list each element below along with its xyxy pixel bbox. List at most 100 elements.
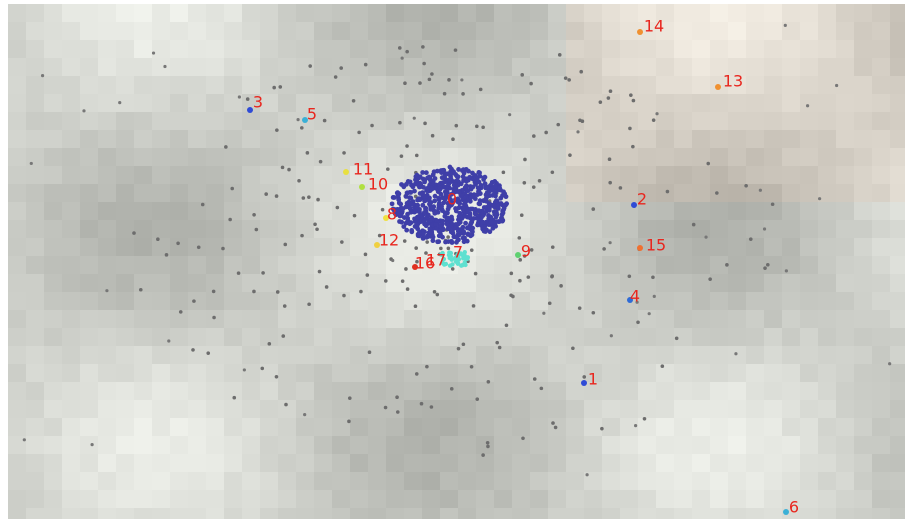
bg-tile [494, 400, 512, 418]
bg-tile [638, 76, 656, 94]
noise-point [519, 213, 524, 218]
cluster-point [463, 220, 468, 226]
bg-tile [80, 328, 98, 346]
bg-tile [26, 256, 44, 274]
bg-tile [296, 454, 314, 472]
bg-tile [728, 346, 746, 364]
bg-tile [26, 400, 44, 418]
bg-tile [674, 346, 692, 364]
cluster-point [475, 222, 480, 228]
bg-tile [98, 310, 116, 328]
bg-tile [170, 148, 188, 166]
bg-tile [8, 130, 26, 148]
bg-tile [602, 148, 620, 166]
bg-tile [350, 436, 368, 454]
noise-point [647, 312, 651, 316]
bg-tile [800, 112, 818, 130]
noise-point [446, 235, 450, 239]
bg-tile [800, 400, 818, 418]
bg-tile [440, 76, 458, 94]
noise-point [708, 277, 712, 281]
noise-point [82, 109, 86, 113]
bg-tile [134, 382, 152, 400]
noise-point [748, 237, 753, 241]
bg-tile [872, 436, 890, 454]
bg-tile [242, 436, 260, 454]
bg-tile [674, 166, 692, 184]
bg-tile [710, 472, 728, 490]
bg-tile [584, 274, 602, 292]
bg-tile [872, 400, 890, 418]
cluster-point [443, 239, 448, 245]
bg-tile [278, 310, 296, 328]
bg-tile [80, 202, 98, 220]
bg-tile [530, 220, 548, 238]
bg-tile [476, 256, 494, 274]
bg-tile [710, 490, 728, 508]
bg-tile [62, 364, 80, 382]
bg-tile [728, 382, 746, 400]
bg-tile [728, 436, 746, 454]
bg-tile [512, 22, 530, 40]
bg-tile [458, 292, 476, 310]
bg-tile [602, 418, 620, 436]
noise-point [307, 302, 311, 307]
cluster-point [447, 164, 453, 170]
bg-tile [854, 382, 872, 400]
cluster-point [426, 174, 432, 180]
bg-tile [98, 292, 116, 310]
bg-tile [512, 238, 530, 256]
bg-tile [746, 94, 764, 112]
bg-tile [476, 364, 494, 382]
bg-tile [710, 274, 728, 292]
bg-tile [512, 418, 530, 436]
cluster-point [458, 193, 464, 199]
bg-tile [224, 112, 242, 130]
bg-tile [494, 346, 512, 364]
bg-tile [26, 184, 44, 202]
bg-tile [368, 490, 386, 508]
bg-tile [818, 490, 836, 508]
cluster-point [474, 177, 480, 182]
bg-tile [332, 220, 350, 238]
bg-tile [620, 364, 638, 382]
bg-tile [134, 94, 152, 112]
bg-tile [62, 454, 80, 472]
bg-tile [854, 508, 872, 519]
bg-tile [368, 436, 386, 454]
bg-tile [620, 454, 638, 472]
bg-tile [134, 490, 152, 508]
bg-tile [386, 112, 404, 130]
bg-tile [152, 508, 170, 519]
bg-tile [116, 274, 134, 292]
bg-tile [224, 310, 242, 328]
bg-tile [8, 328, 26, 346]
bg-tile [710, 202, 728, 220]
bg-tile [602, 310, 620, 328]
bg-tile [710, 220, 728, 238]
bg-tile [314, 346, 332, 364]
bg-tile [350, 274, 368, 292]
bg-tile [782, 490, 800, 508]
bg-tile [278, 202, 296, 220]
bg-tile [368, 112, 386, 130]
noise-point [274, 194, 279, 198]
cluster-point [434, 225, 439, 231]
bg-tile [494, 130, 512, 148]
bg-tile [764, 148, 782, 166]
bg-tile [494, 256, 512, 274]
bg-tile [692, 364, 710, 382]
bg-tile [584, 382, 602, 400]
cluster-point [444, 216, 450, 222]
noise-point [425, 364, 429, 369]
bg-tile [728, 58, 746, 76]
bg-tile [764, 4, 782, 22]
noise-point [446, 246, 451, 251]
bg-tile [260, 274, 278, 292]
bg-tile [620, 58, 638, 76]
bg-tile [656, 202, 674, 220]
noise-point [556, 122, 561, 127]
bg-tile [656, 40, 674, 58]
bg-tile [404, 58, 422, 76]
bg-tile [350, 94, 368, 112]
